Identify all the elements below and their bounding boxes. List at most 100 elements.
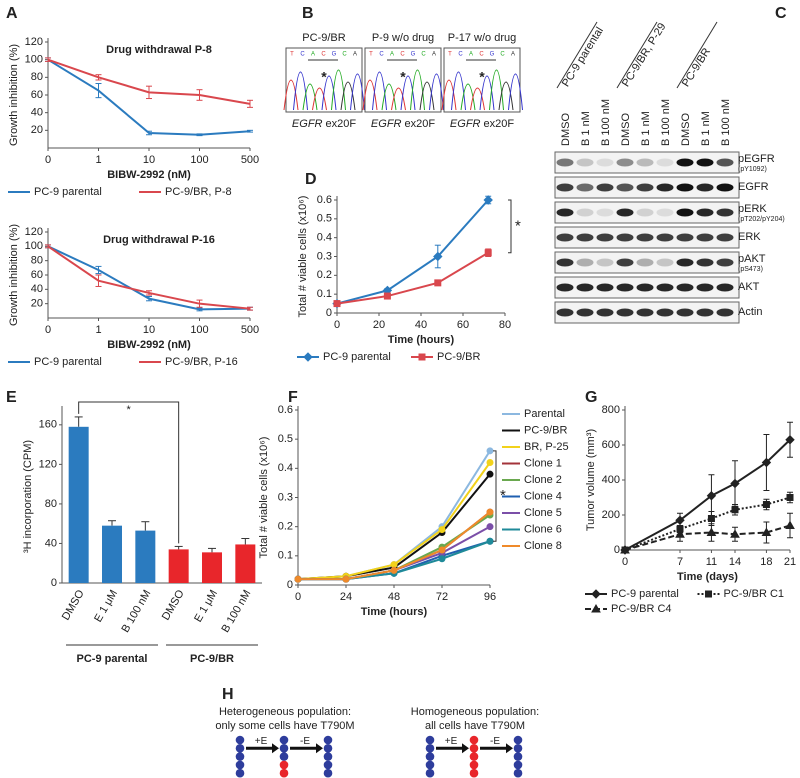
cell bbox=[323, 752, 333, 761]
marker bbox=[433, 251, 443, 262]
trace-caption: EGFR ex20F bbox=[292, 118, 356, 130]
chart-title: Drug withdrawal P-8 bbox=[106, 44, 212, 56]
base-call: G bbox=[332, 52, 337, 58]
row-label: ERK bbox=[738, 231, 761, 243]
series-line bbox=[336, 199, 489, 305]
trace-frame bbox=[285, 47, 363, 113]
x-tick-label: 0 bbox=[295, 591, 301, 603]
y-axis-label: Growth inhibition (%) bbox=[8, 44, 20, 146]
y-tick-label: 40 bbox=[45, 537, 57, 549]
y-tick-label: 0.3 bbox=[278, 491, 293, 503]
marker bbox=[761, 527, 772, 536]
y-tick-label: 40 bbox=[31, 283, 43, 295]
marker bbox=[418, 353, 426, 361]
base-call: C bbox=[421, 52, 426, 58]
group-line bbox=[676, 21, 718, 89]
x-tick-label: 7 bbox=[677, 556, 683, 568]
legend-label: Clone 4 bbox=[524, 490, 562, 502]
row-detail: (pY1092) bbox=[738, 166, 767, 173]
legend-label: PC-9/BR C4 bbox=[611, 603, 672, 615]
step-label: -E bbox=[300, 736, 310, 747]
trace-peak bbox=[489, 69, 504, 111]
y-tick-label: 80 bbox=[31, 255, 43, 267]
x-tick-label: 21 bbox=[784, 556, 796, 568]
x-tick-label: 1 bbox=[95, 154, 101, 166]
band bbox=[656, 258, 674, 267]
chart-title: Drug withdrawal P-16 bbox=[103, 234, 215, 246]
band bbox=[556, 183, 574, 192]
y-tick-label: 100 bbox=[25, 240, 43, 252]
band bbox=[716, 308, 734, 317]
lane-label: B 1 nM bbox=[700, 111, 712, 146]
lane-label: DMSO bbox=[620, 113, 632, 146]
legend-label: Parental bbox=[524, 408, 565, 420]
trace-peak bbox=[479, 75, 495, 111]
band bbox=[556, 158, 574, 167]
band bbox=[556, 233, 574, 242]
mutation-mark: * bbox=[321, 69, 327, 85]
band bbox=[556, 308, 574, 317]
x-tick-label: 11 bbox=[706, 556, 717, 568]
y-tick-label: 0 bbox=[287, 579, 293, 591]
y-tick-label: 0.4 bbox=[317, 232, 332, 244]
x-tick-label: 40 bbox=[415, 319, 427, 331]
cell bbox=[513, 735, 523, 745]
cell bbox=[513, 760, 523, 770]
trace-peak bbox=[441, 79, 457, 111]
y-tick-label: 120 bbox=[39, 458, 57, 470]
cell bbox=[323, 768, 333, 778]
band bbox=[656, 183, 674, 192]
panel-label: C bbox=[775, 5, 787, 22]
x-axis-label: BIBW-2992 (nM) bbox=[107, 339, 191, 351]
y-tick-label: 120 bbox=[25, 36, 43, 48]
significance-bracket bbox=[493, 450, 497, 542]
bar bbox=[135, 530, 156, 583]
band bbox=[576, 158, 594, 167]
mutation-mark: * bbox=[400, 69, 406, 85]
y-tick-label: 80 bbox=[31, 71, 43, 83]
cell bbox=[425, 760, 435, 770]
marker bbox=[484, 249, 492, 257]
marker bbox=[390, 566, 398, 574]
trace-peak bbox=[429, 73, 444, 111]
band bbox=[676, 283, 694, 292]
cell bbox=[513, 752, 523, 761]
x-axis-label: Time (hours) bbox=[361, 606, 428, 618]
x-axis-label: BIBW-2992 (nM) bbox=[107, 169, 191, 181]
trace-peak bbox=[498, 81, 514, 111]
marker bbox=[786, 494, 794, 501]
marker bbox=[438, 526, 446, 534]
panel-label: D bbox=[305, 171, 317, 188]
step-label: +E bbox=[445, 736, 458, 747]
sample-label: P-9 w/o drug bbox=[372, 32, 434, 44]
legend-label: PC-9/BR, P-16 bbox=[165, 356, 238, 368]
marker bbox=[785, 520, 795, 529]
cell bbox=[279, 744, 289, 753]
marker bbox=[620, 544, 630, 554]
cell bbox=[425, 744, 435, 753]
base-call: A bbox=[432, 52, 436, 58]
band bbox=[636, 258, 654, 267]
band bbox=[616, 208, 634, 217]
x-tick-label: 0 bbox=[45, 154, 51, 166]
y-axis-label: ³H incorporation (CPM) bbox=[22, 440, 34, 553]
y-tick-label: 0.6 bbox=[317, 194, 332, 206]
series-line bbox=[336, 251, 489, 305]
trace-frame bbox=[364, 47, 442, 113]
population-label: only some cells have T790M bbox=[215, 720, 354, 732]
population-label: Heterogeneous population: bbox=[219, 706, 351, 718]
trace-peak bbox=[293, 71, 308, 111]
trace-peak bbox=[508, 73, 523, 111]
marker bbox=[294, 575, 302, 583]
step-label: -E bbox=[490, 736, 500, 747]
marker bbox=[390, 561, 398, 569]
panel-label: H bbox=[222, 686, 234, 703]
legend-label: PC-9 parental bbox=[611, 588, 679, 600]
legend-label: PC-9 parental bbox=[34, 186, 102, 198]
y-tick-label: 800 bbox=[602, 404, 620, 416]
row-label: AKT bbox=[738, 281, 760, 293]
y-tick-label: 0.2 bbox=[317, 269, 332, 281]
row-label: pAKT bbox=[738, 253, 766, 265]
group-label: PC-9 parental bbox=[560, 25, 606, 89]
trace-peak bbox=[400, 75, 416, 111]
